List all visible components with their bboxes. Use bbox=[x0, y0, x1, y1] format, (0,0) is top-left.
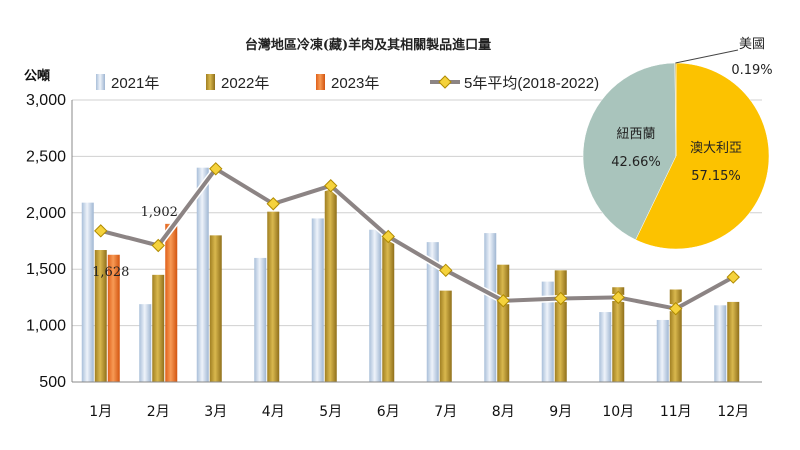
bar-2021-11 bbox=[656, 319, 669, 382]
legend-label: 5年平均(2018-2022) bbox=[464, 75, 599, 92]
pie-value-usa: 0.19% bbox=[731, 63, 772, 78]
average-marker-9 bbox=[554, 291, 568, 306]
bar-2022-12 bbox=[727, 301, 740, 382]
pie-slice-1 bbox=[582, 62, 677, 241]
average-marker-8 bbox=[496, 294, 510, 308]
average-marker-11 bbox=[669, 301, 683, 316]
pie-slice-0 bbox=[635, 62, 770, 250]
bar-2022-9 bbox=[554, 270, 567, 382]
bar-2022-4 bbox=[267, 211, 280, 382]
bar-2022-2 bbox=[152, 274, 165, 382]
x-tick-label: 11月 bbox=[660, 404, 692, 420]
y-tick-label: 500 bbox=[39, 374, 66, 391]
bar-2021-6 bbox=[369, 229, 382, 382]
data-label-2023: 1,628 bbox=[92, 265, 129, 280]
legend-swatch bbox=[316, 74, 325, 90]
bar-2022-5 bbox=[324, 189, 337, 382]
legend-label: 2022年 bbox=[221, 75, 269, 92]
x-tick-label: 9月 bbox=[549, 404, 572, 420]
legend-swatch bbox=[96, 74, 105, 90]
average-marker-7 bbox=[439, 263, 453, 278]
legend-line-marker bbox=[438, 75, 452, 89]
pie-value-australia: 57.15% bbox=[691, 169, 741, 184]
data-labels: 1,628 1,902 bbox=[92, 205, 178, 280]
bar-2021-3 bbox=[196, 167, 209, 382]
average-marker-5 bbox=[324, 179, 338, 193]
bar-2022-10 bbox=[612, 287, 625, 382]
bar-2022-8 bbox=[497, 264, 510, 382]
x-tick-label: 3月 bbox=[204, 404, 227, 420]
average-line-path bbox=[100, 166, 735, 311]
x-tick-label: 10月 bbox=[602, 404, 634, 420]
average-marker-6 bbox=[381, 229, 395, 244]
y-axis-unit: 公噸 bbox=[24, 68, 50, 84]
bar-2021-1 bbox=[81, 202, 94, 382]
average-marker-1 bbox=[94, 224, 108, 238]
bar-2021-7 bbox=[426, 242, 439, 382]
y-tick-label: 1,000 bbox=[26, 318, 66, 335]
chart-title: 台灣地區冷凍(藏)羊肉及其相關製品進口量 bbox=[245, 37, 491, 53]
average-marker-3 bbox=[209, 162, 223, 176]
bar-2021-8 bbox=[484, 233, 497, 382]
legend-swatch bbox=[206, 74, 215, 90]
bars bbox=[81, 167, 740, 382]
average-line bbox=[94, 162, 740, 316]
y-tick-label: 1,500 bbox=[26, 261, 66, 278]
y-tick-label: 2,000 bbox=[26, 205, 66, 222]
bar-2022-11 bbox=[669, 289, 682, 382]
average-marker-12 bbox=[726, 270, 740, 284]
bar-2021-2 bbox=[139, 304, 152, 382]
pie-leader-usa bbox=[675, 49, 739, 64]
pie-label-usa: 美國 bbox=[739, 37, 765, 52]
legend-label: 2021年 bbox=[111, 75, 159, 92]
bar-2022-6 bbox=[382, 237, 395, 382]
bar-2022-7 bbox=[439, 290, 452, 382]
x-tick-label: 2月 bbox=[147, 404, 170, 420]
pie-label-australia: 澳大利亞 bbox=[690, 140, 742, 156]
y-tick-label: 3,000 bbox=[26, 92, 66, 109]
x-tick-label: 6月 bbox=[377, 404, 400, 420]
bar-2022-3 bbox=[209, 235, 222, 382]
bar-2021-4 bbox=[254, 257, 267, 382]
data-label-2023: 1,902 bbox=[141, 205, 178, 220]
pie-value-newzealand: 42.66% bbox=[611, 155, 661, 170]
bar-2021-10 bbox=[599, 312, 612, 382]
bar-2023-2 bbox=[165, 223, 178, 382]
bar-2021-9 bbox=[541, 281, 554, 382]
x-tick-label: 5月 bbox=[319, 404, 342, 420]
bar-2022-1 bbox=[94, 250, 107, 382]
x-tick-label: 8月 bbox=[492, 404, 515, 420]
x-tick-label: 1月 bbox=[89, 404, 112, 420]
pie-label-newzealand: 紐西蘭 bbox=[616, 126, 655, 142]
x-tick-label: 4月 bbox=[262, 404, 285, 420]
average-marker-10 bbox=[611, 290, 625, 305]
legend-label: 2023年 bbox=[331, 75, 379, 92]
pie-chart: 澳大利亞 57.15% 紐西蘭 42.66% 美國 0.19% bbox=[582, 37, 773, 250]
y-tick-label: 2,500 bbox=[26, 148, 66, 165]
average-marker-2 bbox=[151, 238, 165, 253]
bar-2023-1 bbox=[107, 254, 120, 382]
x-tick-label: 7月 bbox=[434, 404, 457, 420]
legend: 2021年 2022年 2023年 5年平均(2018-2022) bbox=[96, 74, 599, 92]
average-marker-4 bbox=[266, 197, 280, 211]
bar-2021-5 bbox=[311, 218, 324, 382]
axes: 500 1,000 1,500 2,000 2,500 3,000 1月 2月 3月 4月 5月 6月… bbox=[26, 92, 762, 420]
bar-2021-12 bbox=[714, 305, 727, 382]
x-tick-label: 12月 bbox=[717, 404, 749, 420]
